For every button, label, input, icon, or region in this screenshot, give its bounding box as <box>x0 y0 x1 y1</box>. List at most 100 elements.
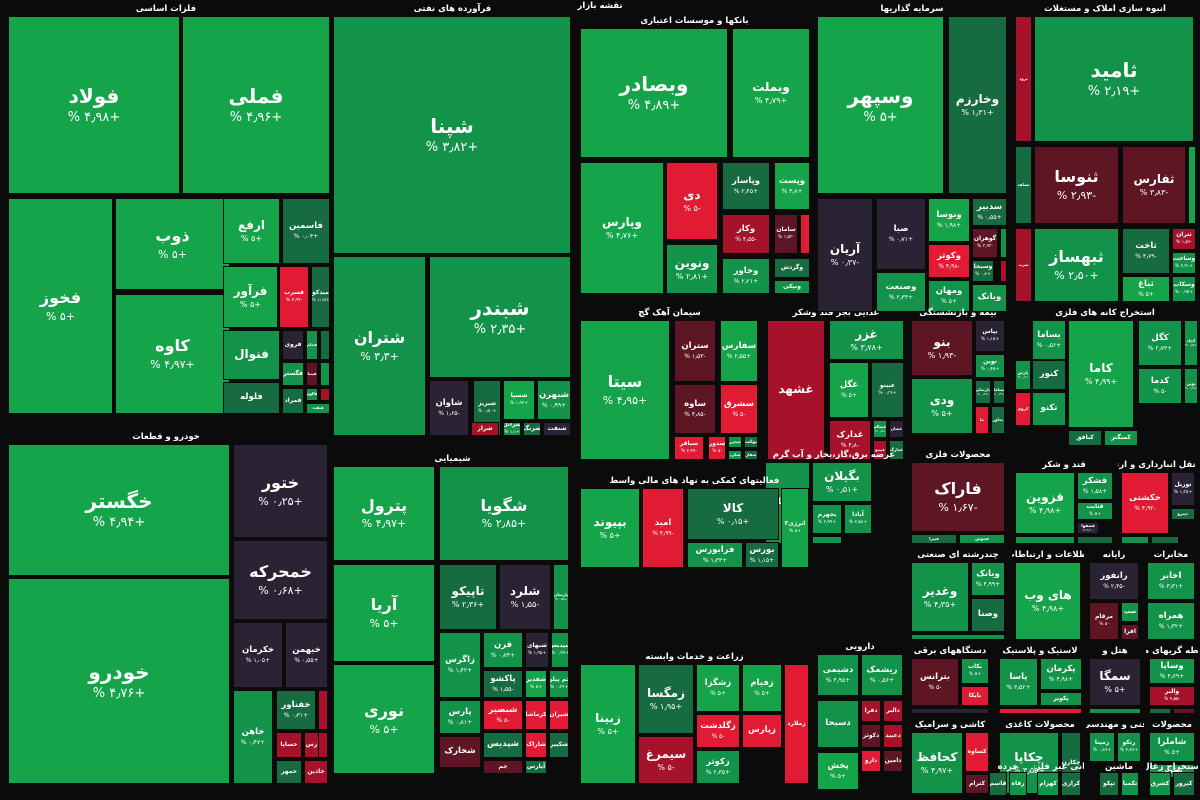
treemap-tile[interactable]: بگیلان +۰٫۵۱ % <box>812 462 872 502</box>
treemap-tile[interactable]: کساوه <box>965 732 989 772</box>
treemap-tile[interactable]: خبهمن +۰٫۵۵ % <box>285 622 328 688</box>
treemap-tile[interactable]: قثابت +۵ % <box>1077 502 1113 520</box>
treemap-tile[interactable]: کاما +۴٫۹۹ % <box>1068 320 1134 428</box>
treemap-tile[interactable]: فاراک -۱٫۶۷ % <box>911 462 1005 532</box>
treemap-tile[interactable]: وسبحا +۰٫۶ % <box>972 260 994 282</box>
treemap-tile[interactable]: بترانس -۵ % <box>911 658 959 706</box>
treemap-tile[interactable]: بورس +۱٫۱۵ % <box>745 542 779 568</box>
treemap-tile[interactable]: آبادا +۲٫۵۸ % <box>844 504 872 534</box>
treemap-tile[interactable]: همراه +۱٫۳۲ % <box>1147 602 1195 640</box>
treemap-tile[interactable]: وخاور +۲٫۲۱ % <box>722 258 770 294</box>
treemap-tile[interactable]: ولساپا <box>1149 708 1171 714</box>
treemap-tile[interactable]: شبصیر -۵ % <box>483 700 523 730</box>
treemap-tile[interactable]: کدما -۵ % <box>1138 368 1182 404</box>
treemap-tile[interactable]: شیدبس+۰٫۹۹ % <box>551 632 569 668</box>
treemap-tile[interactable]: بفجر+۰٫۹۲ % <box>812 536 842 544</box>
treemap-tile[interactable]: دشیمی +۴٫۹۵ % <box>817 654 859 696</box>
treemap-tile[interactable]: پارس +۰٫۳ % <box>1015 360 1031 390</box>
treemap-tile[interactable]: پکویر <box>1040 692 1082 706</box>
treemap-tile[interactable]: شپدیس <box>483 732 523 758</box>
treemap-tile[interactable]: خمهر <box>276 760 302 784</box>
treemap-tile[interactable]: فخوز +۵ % <box>8 198 113 414</box>
treemap-tile[interactable]: مرقام -۵ % <box>1089 602 1119 640</box>
treemap-tile[interactable]: ونیکی <box>774 280 810 294</box>
treemap-tile[interactable]: شاملرا +۵ % <box>1149 732 1195 762</box>
treemap-tile[interactable]: پارسان +۰٫۵۸ % <box>553 564 569 630</box>
treemap-tile[interactable]: ثغرب <box>1015 228 1032 302</box>
treemap-tile[interactable]: زفیام +۵ % <box>742 664 782 712</box>
treemap-tile[interactable]: غسالم +۰٫۵ % <box>873 420 887 438</box>
treemap-tile[interactable]: کروی <box>1015 392 1031 426</box>
treemap-tile[interactable]: جم پیلن+۰٫۲۹ % <box>549 670 569 698</box>
treemap-tile[interactable]: والبر -۴٫۵۵ % <box>1149 686 1195 706</box>
treemap-tile[interactable]: زشگزا +۵ % <box>696 664 740 712</box>
treemap-tile[interactable]: خریخت <box>318 732 328 758</box>
treemap-tile[interactable]: قشکر +۱٫۵۸ % <box>1077 472 1113 500</box>
treemap-tile[interactable]: قرن +۰٫۷۴ % <box>483 632 523 668</box>
treemap-tile[interactable]: بخاور <box>991 406 1005 434</box>
treemap-tile[interactable]: خفناور +۰٫۳۱ % <box>276 690 316 730</box>
treemap-tile[interactable]: زملارد <box>784 664 809 784</box>
treemap-tile[interactable]: غپینو <box>873 440 887 460</box>
treemap-tile[interactable]: زاگرس +۱٫۴۲ % <box>439 632 481 698</box>
treemap-tile[interactable]: وساخت +۲٫۹۱ % <box>1172 252 1196 274</box>
treemap-tile[interactable]: کمنگنز <box>1104 430 1138 446</box>
treemap-tile[interactable]: سمگا +۵ % <box>1089 658 1141 706</box>
treemap-tile[interactable]: آریان -۰٫۳۷ % <box>817 198 873 312</box>
treemap-tile[interactable]: غبینو +۰٫۳۶ % <box>871 362 904 418</box>
treemap-tile[interactable]: ثرود <box>1015 16 1032 142</box>
treemap-tile[interactable]: سفار <box>744 450 758 460</box>
treemap-tile[interactable]: وسکاب +۰٫۹۵ % <box>1172 276 1196 302</box>
treemap-tile[interactable]: ونوین +۲٫۸۱ % <box>666 244 718 294</box>
treemap-tile[interactable]: پارس +۰٫۸۱ % <box>439 700 481 734</box>
treemap-tile[interactable]: خزامیا <box>318 690 328 730</box>
treemap-tile[interactable]: شخارک <box>439 736 481 768</box>
treemap-tile[interactable]: قپیرا <box>1077 536 1113 544</box>
treemap-tile[interactable]: افرا <box>1121 624 1139 640</box>
treemap-tile[interactable]: پاکشو -۱٫۵۵ % <box>483 670 523 698</box>
treemap-tile[interactable]: شگویا +۲٫۸۵ % <box>439 466 569 561</box>
treemap-tile[interactable]: غزر +۳٫۷۸ % <box>829 320 904 360</box>
treemap-tile[interactable]: وصنعت +۲٫۳۳ % <box>876 272 926 312</box>
treemap-tile[interactable]: وبانک +۴٫۹۹ % <box>971 562 1005 596</box>
treemap-tile[interactable]: فمراد <box>282 388 304 414</box>
treemap-tile[interactable]: قزوین +۴٫۹۸ % <box>1015 472 1075 534</box>
treemap-tile[interactable]: رمپنا +۰٫۸۹ % <box>1089 732 1115 762</box>
treemap-tile[interactable]: کبافق <box>1068 430 1102 446</box>
treemap-tile[interactable]: فگستر <box>282 362 304 386</box>
treemap-tile[interactable]: خگستر +۴٫۹۴ % <box>8 444 230 576</box>
treemap-tile[interactable]: فنفت <box>306 403 330 414</box>
treemap-tile[interactable]: زپارس <box>742 714 782 748</box>
treemap-tile[interactable]: قنیشا <box>1015 536 1075 544</box>
treemap-tile[interactable]: سباقر -۴٫۹۹ % <box>674 436 704 460</box>
treemap-tile[interactable]: کهرام <box>1037 772 1059 796</box>
treemap-tile[interactable]: جم <box>483 760 523 774</box>
treemap-tile[interactable]: شنفت <box>543 422 571 436</box>
treemap-tile[interactable]: فبیرا <box>911 534 957 544</box>
treemap-tile[interactable]: حسینا <box>1151 536 1179 544</box>
treemap-tile[interactable]: خساپا <box>276 732 302 758</box>
treemap-tile[interactable]: امید -۴٫۹۹ % <box>642 488 684 568</box>
treemap-tile[interactable]: وسپهر +۵ % <box>817 16 944 194</box>
treemap-tile[interactable]: ثباغ +۵ % <box>1122 276 1170 302</box>
treemap-tile[interactable]: حتاید <box>1121 536 1149 544</box>
treemap-tile[interactable]: بپاس +۱٫۱۵ % <box>975 320 1005 352</box>
treemap-tile[interactable]: نوری +۵ % <box>333 664 435 774</box>
treemap-tile[interactable]: تکمبا <box>1121 772 1139 796</box>
treemap-tile[interactable]: سدور -۵ % <box>708 436 726 460</box>
treemap-tile[interactable]: ختور +۰٫۲۵ % <box>233 444 328 538</box>
treemap-tile[interactable]: وساپا +۴٫۶۹ % <box>1149 658 1195 684</box>
treemap-tile[interactable]: فرابورس +۱٫۳۳ % <box>687 542 743 568</box>
treemap-tile[interactable]: تاپیکو +۲٫۳۶ % <box>439 564 497 630</box>
treemap-tile[interactable]: کاوه +۴٫۹۷ % <box>115 294 230 414</box>
treemap-tile[interactable]: رتکو +۴٫۷۷ % <box>1117 732 1141 762</box>
treemap-tile[interactable]: فرآور +۵ % <box>223 266 278 328</box>
treemap-tile[interactable]: شزنگ <box>523 422 541 436</box>
treemap-tile[interactable]: غمارگ <box>889 440 904 460</box>
treemap-tile[interactable]: دکوثر <box>861 724 881 748</box>
treemap-tile[interactable]: ریشمک +۰٫۵۶ % <box>861 654 903 696</box>
treemap-tile[interactable]: غشان <box>889 420 904 438</box>
treemap-tile[interactable]: کرماشا <box>525 700 547 730</box>
treemap-tile[interactable]: بایکا <box>961 686 989 706</box>
treemap-tile[interactable]: خاذین <box>304 760 328 784</box>
